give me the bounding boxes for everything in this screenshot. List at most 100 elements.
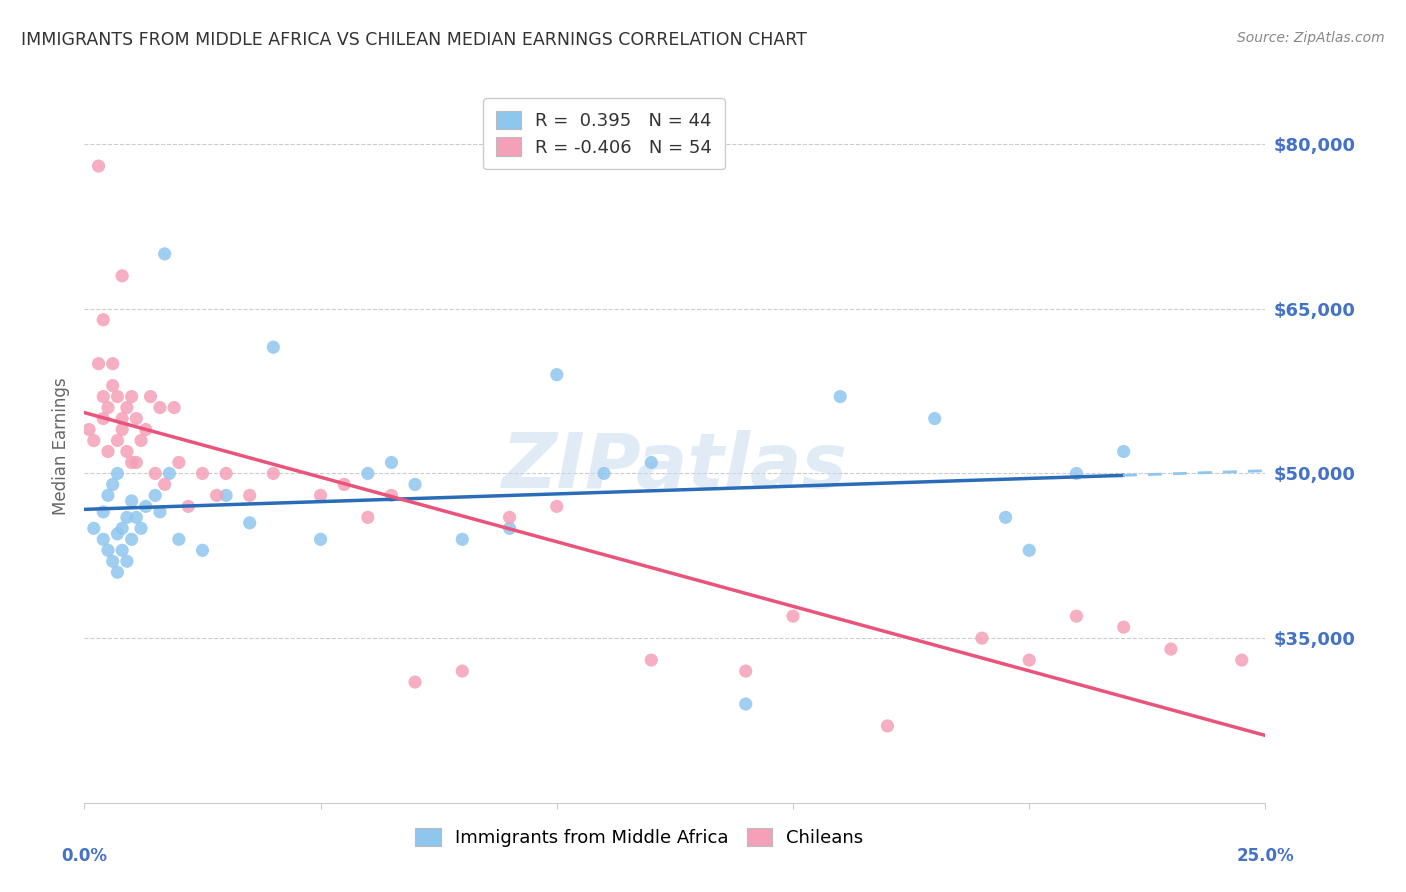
Point bbox=[135, 423, 157, 437]
Point bbox=[149, 505, 172, 519]
Point bbox=[994, 510, 1017, 524]
Point bbox=[1066, 467, 1088, 481]
Point bbox=[111, 521, 134, 535]
Point bbox=[129, 521, 152, 535]
Point bbox=[640, 653, 662, 667]
Point bbox=[191, 467, 214, 481]
Point bbox=[640, 455, 662, 469]
Legend: Immigrants from Middle Africa, Chileans: Immigrants from Middle Africa, Chileans bbox=[405, 817, 875, 858]
Point bbox=[262, 467, 284, 481]
Point bbox=[546, 500, 568, 514]
Point bbox=[1112, 444, 1135, 458]
Point bbox=[876, 719, 898, 733]
Point bbox=[115, 401, 138, 415]
Point bbox=[125, 411, 148, 425]
Point bbox=[91, 312, 114, 326]
Point bbox=[205, 488, 228, 502]
Text: ZIPatlas: ZIPatlas bbox=[502, 431, 848, 504]
Point bbox=[167, 533, 190, 547]
Text: Source: ZipAtlas.com: Source: ZipAtlas.com bbox=[1237, 31, 1385, 45]
Point bbox=[97, 543, 120, 558]
Point bbox=[91, 533, 114, 547]
Point bbox=[157, 467, 180, 481]
Point bbox=[153, 477, 176, 491]
Text: IMMIGRANTS FROM MIDDLE AFRICA VS CHILEAN MEDIAN EARNINGS CORRELATION CHART: IMMIGRANTS FROM MIDDLE AFRICA VS CHILEAN… bbox=[21, 31, 807, 49]
Point bbox=[380, 455, 402, 469]
Point bbox=[121, 494, 143, 508]
Point bbox=[1160, 642, 1182, 657]
Point bbox=[782, 609, 804, 624]
Point bbox=[734, 664, 756, 678]
Point bbox=[191, 543, 214, 558]
Point bbox=[91, 390, 114, 404]
Point bbox=[153, 247, 176, 261]
Point bbox=[101, 554, 124, 568]
Point bbox=[593, 467, 616, 481]
Point bbox=[125, 455, 148, 469]
Point bbox=[143, 488, 166, 502]
Point bbox=[111, 268, 134, 283]
Point bbox=[121, 390, 143, 404]
Point bbox=[830, 390, 852, 404]
Point bbox=[97, 488, 120, 502]
Y-axis label: Median Earnings: Median Earnings bbox=[52, 377, 70, 515]
Point bbox=[734, 697, 756, 711]
Point bbox=[404, 675, 426, 690]
Point bbox=[101, 357, 124, 371]
Point bbox=[1018, 543, 1040, 558]
Point bbox=[91, 411, 114, 425]
Point bbox=[1066, 609, 1088, 624]
Point bbox=[107, 434, 129, 448]
Point bbox=[97, 444, 120, 458]
Point bbox=[139, 390, 162, 404]
Point bbox=[167, 455, 190, 469]
Point bbox=[498, 510, 520, 524]
Point bbox=[546, 368, 568, 382]
Text: 0.0%: 0.0% bbox=[62, 847, 107, 864]
Point bbox=[143, 467, 166, 481]
Point bbox=[125, 510, 148, 524]
Point bbox=[380, 488, 402, 502]
Point bbox=[163, 401, 186, 415]
Point bbox=[1018, 653, 1040, 667]
Point bbox=[309, 533, 332, 547]
Point bbox=[87, 159, 110, 173]
Point bbox=[77, 423, 100, 437]
Point bbox=[101, 378, 124, 392]
Point bbox=[239, 488, 262, 502]
Point bbox=[115, 554, 138, 568]
Point bbox=[83, 521, 105, 535]
Point bbox=[115, 510, 138, 524]
Point bbox=[97, 401, 120, 415]
Point bbox=[91, 505, 114, 519]
Point bbox=[149, 401, 172, 415]
Point bbox=[451, 533, 474, 547]
Point bbox=[101, 477, 124, 491]
Point bbox=[451, 664, 474, 678]
Point bbox=[107, 467, 129, 481]
Point bbox=[107, 390, 129, 404]
Point bbox=[107, 566, 129, 580]
Point bbox=[924, 411, 946, 425]
Point bbox=[309, 488, 332, 502]
Point bbox=[404, 477, 426, 491]
Point bbox=[970, 631, 993, 645]
Point bbox=[357, 510, 380, 524]
Point bbox=[177, 500, 200, 514]
Point bbox=[111, 411, 134, 425]
Point bbox=[121, 455, 143, 469]
Point bbox=[87, 357, 110, 371]
Point bbox=[111, 543, 134, 558]
Point bbox=[107, 526, 129, 541]
Point bbox=[121, 533, 143, 547]
Point bbox=[239, 516, 262, 530]
Point bbox=[115, 444, 138, 458]
Point bbox=[111, 423, 134, 437]
Point bbox=[333, 477, 356, 491]
Point bbox=[215, 488, 238, 502]
Point bbox=[215, 467, 238, 481]
Point bbox=[1112, 620, 1135, 634]
Point bbox=[262, 340, 284, 354]
Point bbox=[357, 467, 380, 481]
Point bbox=[129, 434, 152, 448]
